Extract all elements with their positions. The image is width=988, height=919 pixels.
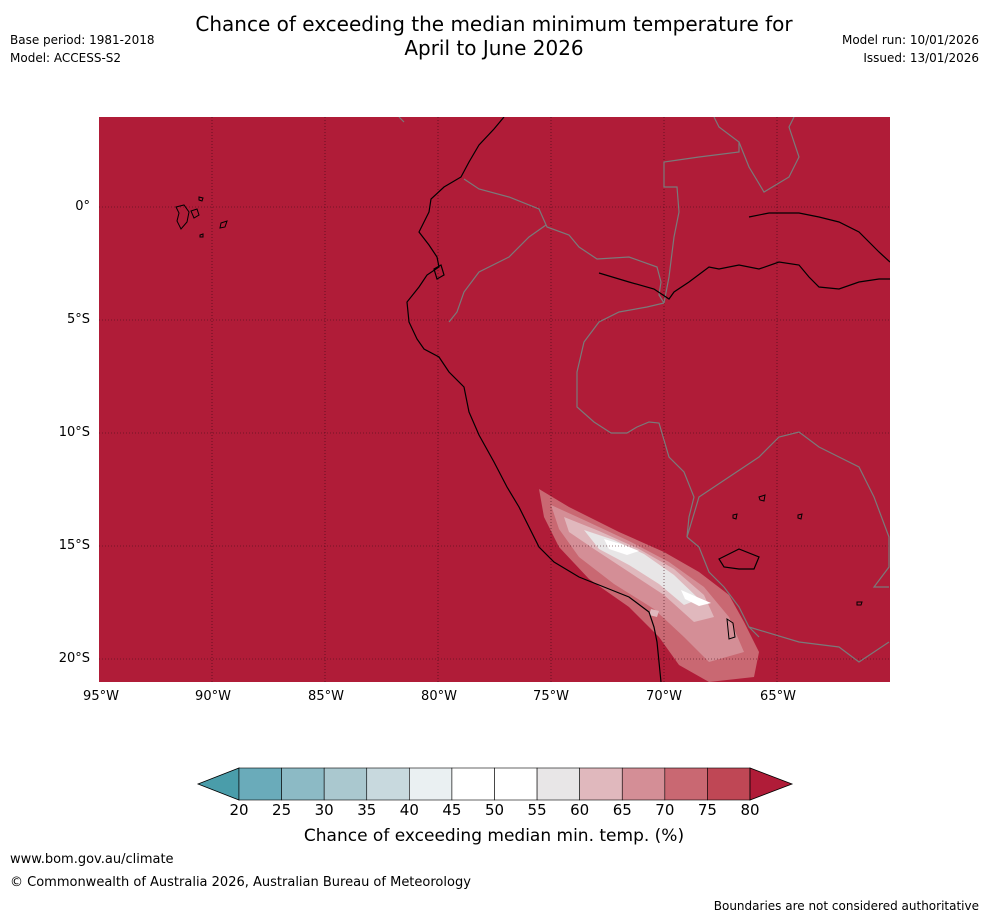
colorbar-tick-label: 55 [517,801,557,819]
colorbar-tick-label: 40 [389,801,429,819]
colorbar-cell [367,768,410,800]
map-background [99,117,890,682]
base-period: Base period: 1981-2018 [10,31,155,49]
copyright-text: © Commonwealth of Australia 2026, Austra… [10,875,471,890]
lon-label-80w: 80°W [409,689,469,704]
colorbar-cell [324,768,367,800]
colorbar-cell [707,768,750,800]
colorbar-tick-label: 60 [560,801,600,819]
meta-left: Base period: 1981-2018 Model: ACCESS-S2 [10,31,155,67]
boundaries-disclaimer: Boundaries are not considered authoritat… [714,899,979,913]
lat-label-0: 0° [30,199,90,214]
colorbar-cell [452,768,495,800]
colorbar-cell [622,768,665,800]
colorbar-tick-label: 70 [645,801,685,819]
lon-label-95w: 95°W [71,689,131,704]
lon-label-65w: 65°W [748,689,808,704]
colorbar-tick-label: 50 [475,801,515,819]
colorbar-tick-label: 25 [262,801,302,819]
colorbar-tick-label: 30 [304,801,344,819]
lat-label-15s: 15°S [30,538,90,553]
colorbar-tick-label: 35 [347,801,387,819]
lat-label-10s: 10°S [30,425,90,440]
colorbar-tick-label: 45 [432,801,472,819]
meta-right: Model run: 10/01/2026 Issued: 13/01/2026 [842,31,979,67]
colorbar-tick-label: 75 [687,801,727,819]
colorbar [195,764,795,804]
lon-label-75w: 75°W [521,689,581,704]
model-run: Model run: 10/01/2026 [842,31,979,49]
colorbar-extend-high [750,768,792,800]
colorbar-cell [282,768,325,800]
forecast-map [99,117,890,682]
lon-label-70w: 70°W [634,689,694,704]
lat-label-5s: 5°S [30,312,90,327]
issued-date: Issued: 13/01/2026 [842,49,979,67]
colorbar-cell [580,768,623,800]
colorbar-cell [239,768,282,800]
website-link[interactable]: www.bom.gov.au/climate [10,852,174,867]
colorbar-cell [665,768,708,800]
colorbar-tick-label: 65 [602,801,642,819]
lon-label-85w: 85°W [296,689,356,704]
lon-label-90w: 90°W [183,689,243,704]
colorbar-tick-label: 20 [219,801,259,819]
colorbar-tick-label: 80 [730,801,770,819]
colorbar-cell [537,768,580,800]
lat-label-20s: 20°S [30,651,90,666]
colorbar-cell [409,768,452,800]
colorbar-cell [495,768,538,800]
colorbar-extend-low [198,768,239,800]
colorbar-label: Chance of exceeding median min. temp. (%… [0,826,988,846]
model-name: Model: ACCESS-S2 [10,49,155,67]
